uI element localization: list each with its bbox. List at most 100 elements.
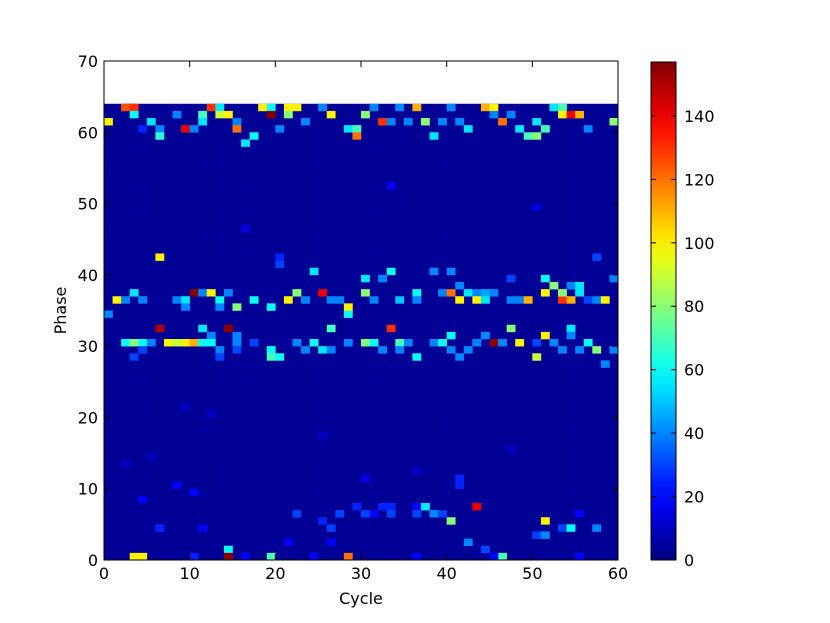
heatmap-cell xyxy=(446,346,456,354)
heatmap-cell xyxy=(249,339,259,347)
heatmap-cell xyxy=(566,324,576,333)
heatmap-cell xyxy=(138,495,148,504)
heatmap-cell xyxy=(146,118,156,126)
heatmap-cell xyxy=(343,552,353,561)
x-axis-label: Cycle xyxy=(339,589,383,608)
heatmap-cell xyxy=(343,303,353,311)
heatmap-cell xyxy=(309,552,319,561)
heatmap-cell xyxy=(489,110,499,119)
colorbar-tick-label: 140 xyxy=(684,107,715,126)
heatmap-cell xyxy=(283,110,293,119)
heatmap-cell xyxy=(472,289,482,297)
heatmap-cell xyxy=(523,296,533,304)
heatmap-cell xyxy=(558,110,567,119)
heatmap-cell xyxy=(241,139,250,147)
heatmap-cell xyxy=(455,353,465,361)
heatmap-cell xyxy=(335,296,345,304)
heatmap-cell xyxy=(455,474,465,482)
heatmap-cell xyxy=(429,339,439,347)
heatmap-cell xyxy=(506,296,516,304)
heatmap-cell xyxy=(489,289,499,297)
heatmap-cell xyxy=(540,331,550,340)
heatmap-cell xyxy=(575,110,585,119)
heatmap-cell xyxy=(129,552,139,561)
heatmap-cell xyxy=(318,289,328,297)
heatmap-cell xyxy=(198,339,208,347)
heatmap-cell xyxy=(446,289,456,297)
heatmap-cell xyxy=(215,110,225,119)
heatmap-cell xyxy=(600,296,610,304)
heatmap-cell xyxy=(275,253,285,261)
heatmap-cell xyxy=(198,110,208,119)
heatmap-cell xyxy=(121,103,130,112)
heatmap-cell xyxy=(378,118,387,126)
heatmap-cell xyxy=(480,103,490,112)
heatmap-cell xyxy=(181,296,190,304)
heatmap-cell xyxy=(575,552,585,561)
heatmap-cell xyxy=(600,360,610,368)
heatmap-cell xyxy=(172,296,182,304)
heatmap-cell xyxy=(266,346,276,354)
heatmap-cell xyxy=(480,296,490,304)
x-axis: 0 10 20 30 40 50 60 xyxy=(99,61,628,583)
heatmap-cell xyxy=(198,118,208,126)
heatmap-cell xyxy=(181,303,190,311)
heatmap-cell xyxy=(361,510,370,518)
heatmap-cell xyxy=(121,296,130,304)
heatmap-cell xyxy=(540,531,550,539)
plot-area xyxy=(104,61,619,561)
heatmap-cell xyxy=(104,310,113,318)
heatmap-cell xyxy=(155,524,165,532)
heatmap-cell xyxy=(438,339,447,347)
heatmap-cell xyxy=(583,339,593,347)
heatmap-cell xyxy=(463,125,473,133)
heatmap-cell xyxy=(498,118,507,126)
heatmap-cell xyxy=(326,538,336,547)
heatmap-cell xyxy=(223,289,233,297)
x-tick-label: 10 xyxy=(179,564,199,583)
heatmap-cell xyxy=(138,339,148,347)
heatmap-cell xyxy=(206,103,216,112)
heatmap-cell xyxy=(361,110,370,119)
heatmap-cell xyxy=(575,510,585,518)
heatmap-cell xyxy=(189,125,199,133)
heatmap-cell xyxy=(215,346,225,354)
heatmap-cell xyxy=(378,502,387,511)
heatmap-cell xyxy=(480,331,490,340)
heatmap-cell xyxy=(386,502,396,511)
heatmap-cell xyxy=(189,552,199,561)
y-tick-label: 20 xyxy=(78,408,98,427)
heatmap-cell xyxy=(292,339,302,347)
heatmap-cell xyxy=(249,132,259,140)
heatmap-cell xyxy=(506,110,516,119)
heatmap-cell xyxy=(198,324,208,333)
heatmap-cell xyxy=(558,524,567,532)
heatmap-cell xyxy=(506,324,516,333)
heatmap-cell xyxy=(412,103,422,112)
heatmap-cell xyxy=(155,125,165,133)
x-tick-label: 30 xyxy=(351,564,371,583)
heatmap-cell xyxy=(361,339,370,347)
heatmap-cell xyxy=(532,339,542,347)
heatmap-cell xyxy=(489,552,499,561)
heatmap-cell xyxy=(241,224,250,233)
x-tick-label: 50 xyxy=(522,564,542,583)
heatmap-cell xyxy=(369,296,379,304)
heatmap-cell xyxy=(223,552,233,561)
heatmap-cell xyxy=(309,339,319,347)
heatmap-cell xyxy=(429,132,439,140)
heatmap-cell xyxy=(155,253,165,261)
heatmap-cell xyxy=(215,103,225,112)
heatmap-cell xyxy=(369,103,379,112)
heatmap-cell xyxy=(181,125,190,133)
heatmap-cell xyxy=(472,296,482,304)
heatmap-cell xyxy=(412,467,422,475)
x-tick-label: 20 xyxy=(265,564,285,583)
heatmap-cell xyxy=(361,289,370,297)
heatmap-cell xyxy=(172,481,182,490)
heatmap-cell xyxy=(558,296,567,304)
heatmap-cell xyxy=(558,103,567,112)
heatmap-cell xyxy=(549,339,559,347)
heatmap-cell xyxy=(172,339,182,347)
